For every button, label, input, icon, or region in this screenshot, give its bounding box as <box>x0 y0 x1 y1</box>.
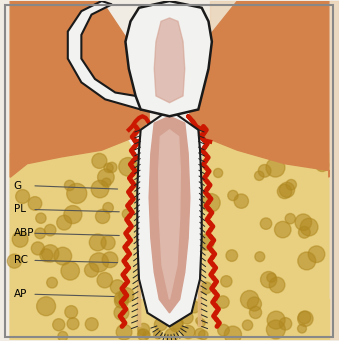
Circle shape <box>138 329 146 337</box>
Circle shape <box>119 288 134 303</box>
Circle shape <box>198 234 214 250</box>
Circle shape <box>267 311 285 329</box>
Text: G: G <box>14 181 22 191</box>
Circle shape <box>247 297 261 311</box>
Circle shape <box>196 317 203 324</box>
Circle shape <box>41 245 59 262</box>
Circle shape <box>53 319 65 331</box>
Circle shape <box>202 194 220 212</box>
Circle shape <box>180 311 193 324</box>
Circle shape <box>277 184 292 199</box>
Circle shape <box>12 232 28 247</box>
Circle shape <box>101 236 115 250</box>
Circle shape <box>199 330 208 340</box>
Circle shape <box>98 169 114 186</box>
Circle shape <box>308 246 325 263</box>
Polygon shape <box>10 299 329 340</box>
Circle shape <box>122 209 132 219</box>
Text: AP: AP <box>14 289 27 299</box>
Circle shape <box>37 297 56 316</box>
Circle shape <box>40 249 53 262</box>
Polygon shape <box>190 1 329 177</box>
Circle shape <box>166 300 178 313</box>
Circle shape <box>224 326 241 341</box>
Circle shape <box>217 296 229 308</box>
Polygon shape <box>10 116 139 340</box>
Circle shape <box>298 252 316 270</box>
Circle shape <box>107 162 117 173</box>
Circle shape <box>266 320 285 339</box>
Circle shape <box>31 242 44 255</box>
Circle shape <box>285 213 296 224</box>
Circle shape <box>255 252 265 262</box>
Circle shape <box>115 294 128 308</box>
Circle shape <box>171 317 183 329</box>
Polygon shape <box>137 127 149 326</box>
Circle shape <box>84 263 99 277</box>
Circle shape <box>267 273 276 282</box>
Circle shape <box>47 277 57 288</box>
Text: PL: PL <box>14 205 25 214</box>
Text: ABP: ABP <box>14 228 34 238</box>
Circle shape <box>89 253 108 272</box>
Circle shape <box>16 190 29 204</box>
Circle shape <box>91 180 109 198</box>
Circle shape <box>97 272 113 288</box>
Circle shape <box>300 218 318 236</box>
Circle shape <box>260 218 272 229</box>
Circle shape <box>298 311 311 324</box>
Circle shape <box>35 228 45 239</box>
Circle shape <box>275 221 291 238</box>
Circle shape <box>189 301 200 313</box>
Circle shape <box>102 178 111 187</box>
Circle shape <box>116 324 132 340</box>
Circle shape <box>102 252 118 268</box>
Circle shape <box>143 331 150 338</box>
Circle shape <box>154 330 162 339</box>
Circle shape <box>228 190 238 201</box>
Circle shape <box>64 180 75 191</box>
Circle shape <box>61 262 79 280</box>
Polygon shape <box>154 18 185 103</box>
Circle shape <box>240 291 259 309</box>
Circle shape <box>298 226 310 238</box>
Circle shape <box>7 254 21 268</box>
Circle shape <box>54 247 72 265</box>
Circle shape <box>269 277 285 293</box>
Circle shape <box>242 320 253 330</box>
Circle shape <box>57 215 72 230</box>
Circle shape <box>214 168 223 178</box>
Text: RC: RC <box>14 255 27 265</box>
Circle shape <box>58 331 68 341</box>
Circle shape <box>152 301 163 312</box>
Circle shape <box>119 158 137 176</box>
Circle shape <box>36 213 46 223</box>
Circle shape <box>155 307 165 317</box>
Polygon shape <box>125 1 212 116</box>
Circle shape <box>104 163 113 173</box>
Circle shape <box>295 214 312 231</box>
Circle shape <box>195 328 205 339</box>
Circle shape <box>298 311 313 326</box>
Circle shape <box>85 318 98 331</box>
Circle shape <box>200 282 212 294</box>
Circle shape <box>96 209 110 223</box>
Circle shape <box>67 318 79 330</box>
Circle shape <box>103 203 113 213</box>
Circle shape <box>298 324 306 333</box>
Polygon shape <box>190 127 202 326</box>
Circle shape <box>261 271 277 288</box>
Circle shape <box>138 323 149 335</box>
Circle shape <box>218 324 230 336</box>
Circle shape <box>64 206 82 224</box>
Circle shape <box>221 276 232 287</box>
Polygon shape <box>137 109 202 326</box>
Circle shape <box>65 306 78 318</box>
Circle shape <box>226 250 238 262</box>
Circle shape <box>266 158 285 177</box>
Circle shape <box>67 183 87 204</box>
Circle shape <box>255 171 264 180</box>
Circle shape <box>152 302 160 310</box>
Circle shape <box>279 317 292 330</box>
